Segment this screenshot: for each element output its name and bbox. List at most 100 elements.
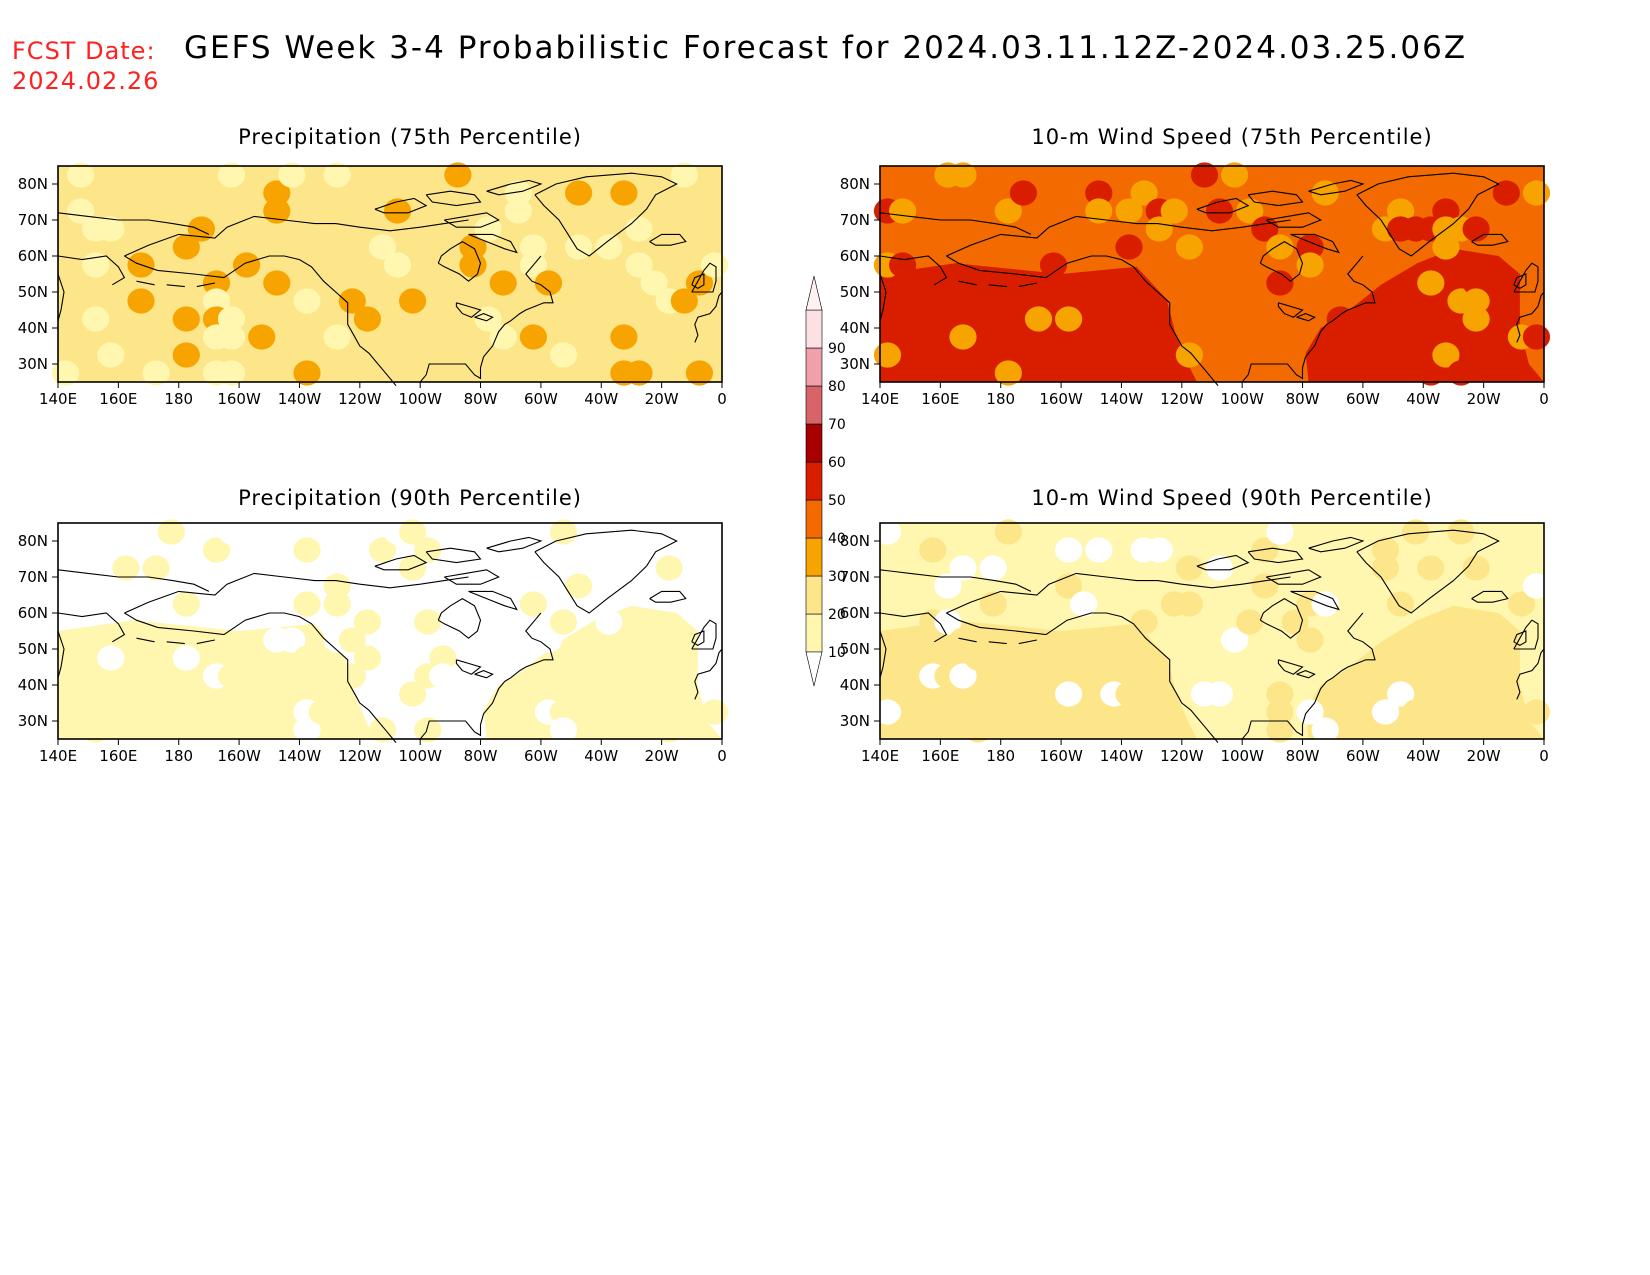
coastline [196, 282, 216, 288]
map-precip-90: 140E 160E 180 160W 140W 120W 100W 80W 60W 40W 20W 0… [18, 519, 729, 765]
panel-title-precip-90: Precipitation (90th Percentile) [238, 486, 582, 510]
field-cell [263, 270, 291, 296]
field-cell [549, 342, 578, 368]
lon-tick-label: 20W [1467, 747, 1501, 765]
coastline [425, 190, 482, 207]
lon-tick-label: 140W [1100, 390, 1144, 408]
lat-tick-label: 60N [18, 604, 48, 622]
field-cell [217, 306, 246, 332]
field-cell [248, 324, 276, 350]
field-cell [202, 537, 231, 563]
field-cell [1085, 306, 1113, 332]
coastline [136, 637, 155, 643]
coastline [958, 280, 977, 286]
coastline [1516, 648, 1545, 700]
field-cell [949, 324, 977, 350]
field-cell [1326, 306, 1354, 332]
coastline [879, 255, 948, 286]
coastline [1290, 233, 1340, 254]
map-field [58, 519, 729, 743]
lon-tick-label: 180 [986, 747, 1015, 765]
field-cell [293, 717, 321, 743]
atlantic-field [1305, 605, 1544, 739]
coastline [1471, 233, 1509, 246]
field-cell [1145, 216, 1173, 242]
lon-tick-label: 180 [986, 390, 1015, 408]
coastline [1296, 670, 1316, 679]
colorbar-label: 80 [828, 379, 846, 395]
field-cell [1175, 234, 1203, 260]
field-cell [172, 234, 200, 260]
map-frame [57, 522, 723, 740]
coastline [166, 641, 185, 645]
lon-tick-label: 100W [1220, 747, 1264, 765]
field-cell [979, 555, 1007, 581]
map-frame [879, 522, 1545, 740]
field-cell [323, 162, 351, 188]
field-cell [1462, 288, 1490, 314]
field-cell [82, 306, 110, 332]
field-cell [1115, 198, 1143, 224]
field-cell [1055, 681, 1083, 707]
field-cell [934, 573, 962, 599]
field-cell [1175, 342, 1203, 368]
field-cell [655, 717, 683, 743]
field-cell [383, 198, 412, 224]
field-cell [1070, 591, 1098, 617]
field-cell [338, 663, 366, 689]
field-cell [1190, 162, 1219, 188]
field-cell [1387, 342, 1415, 368]
lat-tick-label: 40N [840, 319, 870, 337]
field-cell [994, 360, 1022, 386]
coastline [455, 659, 482, 675]
field-cell [1371, 555, 1400, 581]
lat-tick-label: 40N [18, 676, 48, 694]
field-cell [172, 645, 200, 671]
field-cell [1115, 234, 1143, 260]
coastline [57, 212, 210, 235]
field-cell [293, 288, 321, 314]
field-cell [217, 519, 246, 545]
field-cell [293, 663, 321, 689]
field-cell [565, 573, 593, 599]
lon-tick-label: 40W [1406, 747, 1440, 765]
field-cell [127, 288, 155, 314]
field-cell [1266, 681, 1294, 707]
field-cell [217, 324, 246, 350]
lon-tick-label: 140W [278, 747, 322, 765]
coastline [691, 273, 705, 290]
field-cell [889, 252, 917, 278]
coastline [57, 255, 126, 286]
field-cell [994, 198, 1022, 224]
field-cell [399, 288, 427, 314]
field-cell [949, 162, 977, 188]
colorbar-label: 40 [828, 531, 846, 547]
coastline [1277, 302, 1304, 318]
coastline [1356, 529, 1500, 614]
field-cell [233, 252, 261, 278]
coastline [437, 240, 482, 282]
field-cell [610, 324, 638, 350]
coastline [419, 255, 554, 383]
field-cell [655, 681, 683, 707]
lon-tick-label: 180 [164, 390, 193, 408]
coastline [1513, 262, 1539, 293]
field-cell [595, 609, 623, 635]
field-cell [293, 591, 321, 617]
field-cell [700, 699, 729, 725]
coastline [166, 284, 185, 288]
lon-tick-label: 80W [464, 747, 498, 765]
lat-tick-label: 70N [18, 211, 48, 229]
field-cell [1387, 681, 1415, 707]
coastlines [57, 172, 723, 386]
lon-tick-label: 140E [39, 390, 77, 408]
coastline [444, 569, 500, 585]
coastline [1247, 547, 1304, 564]
lon-tick-label: 160W [217, 747, 261, 765]
field-cell [217, 360, 246, 386]
lon-tick-label: 140W [278, 390, 322, 408]
field-cell [1447, 360, 1475, 386]
field-cell [263, 198, 291, 224]
coastline [437, 597, 482, 639]
coastline [879, 569, 1032, 592]
